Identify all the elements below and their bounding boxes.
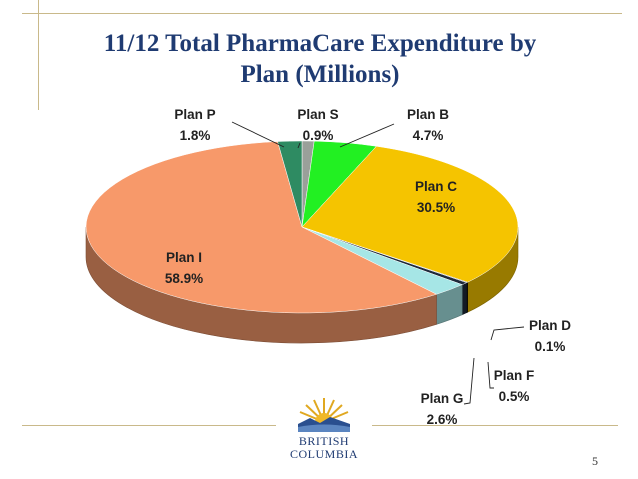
data-label-name-plan-g: Plan G xyxy=(421,391,464,406)
data-label-name-plan-s: Plan S xyxy=(297,107,338,122)
data-label-value-plan-d: 0.1% xyxy=(535,339,566,354)
data-label-value-plan-b: 4.7% xyxy=(413,128,444,143)
data-label-value-plan-f: 0.5% xyxy=(499,389,530,404)
bc-logo: BRITISH COLUMBIA xyxy=(276,392,372,464)
pie-slice-plan-i xyxy=(85,141,438,314)
pie-side-plan-f xyxy=(461,282,467,316)
leader-line-plan-f xyxy=(487,361,494,389)
pie-side-walls xyxy=(85,226,519,344)
pie-slices xyxy=(85,140,519,314)
top-rule xyxy=(22,13,622,14)
title-line-2: Plan (Millions) xyxy=(240,61,400,88)
data-label-value-plan-g: 2.6% xyxy=(427,412,458,427)
data-label-name-plan-f: Plan F xyxy=(494,368,535,383)
data-label-value-plan-s: 0.9% xyxy=(303,128,334,143)
page-number: 5 xyxy=(592,454,598,468)
leader-line-plan-s xyxy=(297,142,301,149)
data-label-name-plan-c: Plan C xyxy=(415,179,457,194)
pie-slice-plan-p xyxy=(277,140,303,228)
leader-line-plan-b xyxy=(339,123,395,148)
leader-line-plan-d xyxy=(490,326,525,341)
logo-text-line-1: BRITISH xyxy=(298,434,350,448)
leader-line-plan-p xyxy=(231,121,285,148)
data-label-name-plan-d: Plan D xyxy=(529,318,571,333)
title-line-1: 11/12 Total PharmaCare Expenditure by xyxy=(103,30,537,57)
data-label-value-plan-i: 58.9% xyxy=(165,271,203,286)
slide-title: 11/12 Total PharmaCare Expenditure by Pl… xyxy=(40,28,600,90)
pie-labels: Plan S 0.9% Plan B 4.7% Plan C 30.5% Plan D 0.1… xyxy=(165,107,571,427)
data-label-name-plan-i: Plan I xyxy=(166,250,202,265)
data-label-name-plan-b: Plan B xyxy=(407,107,449,122)
pie-slice-plan-c xyxy=(301,146,519,283)
data-label-name-plan-p: Plan P xyxy=(174,107,215,122)
data-label-value-plan-p: 1.8% xyxy=(180,128,211,143)
sunrise-icon xyxy=(298,398,350,432)
left-rule xyxy=(38,0,39,110)
logo-text-line-2: COLUMBIA xyxy=(289,447,358,461)
data-label-value-plan-c: 30.5% xyxy=(417,200,455,215)
leader-line-plan-g xyxy=(463,357,475,405)
